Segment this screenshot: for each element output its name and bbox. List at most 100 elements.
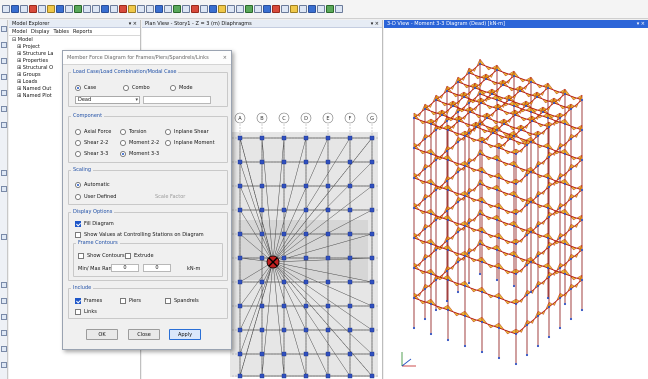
3d-view-icon[interactable] <box>119 5 127 13</box>
joint-node[interactable] <box>259 231 265 237</box>
joint-node[interactable] <box>303 255 309 261</box>
load-icon[interactable] <box>263 5 271 13</box>
draw-frame-icon[interactable] <box>1 42 7 48</box>
close-button[interactable]: Close <box>128 329 160 340</box>
pan-icon[interactable] <box>110 5 118 13</box>
joint-node[interactable] <box>347 135 353 141</box>
snap-point-icon[interactable] <box>1 234 7 240</box>
joint-node[interactable] <box>325 373 331 379</box>
range-min-input[interactable]: 0 <box>111 264 139 272</box>
tab-reports[interactable]: Reports <box>73 28 93 35</box>
joint-node[interactable] <box>237 351 243 357</box>
joint-node[interactable] <box>237 373 243 379</box>
dialog-close-icon[interactable]: × <box>222 54 227 61</box>
show-values-checkbox[interactable]: Show Values at Controlling Stations on D… <box>75 232 204 238</box>
joint-node[interactable] <box>237 159 243 165</box>
joint-node[interactable] <box>369 303 375 309</box>
joint-node[interactable] <box>281 159 287 165</box>
joint-node[interactable] <box>259 135 265 141</box>
3d-view-pane[interactable]: 3-D View - Moment 3-3 Diagram (Dead) [kN… <box>384 20 648 379</box>
force-icon[interactable] <box>299 5 307 13</box>
joint-node[interactable] <box>303 231 309 237</box>
select-tool-icon[interactable] <box>1 26 7 32</box>
joint-node[interactable] <box>281 135 287 141</box>
joint-node[interactable] <box>347 255 353 261</box>
joint-node[interactable] <box>237 135 243 141</box>
joint-node[interactable] <box>281 231 287 237</box>
design-icon[interactable] <box>281 5 289 13</box>
joint-node[interactable] <box>237 183 243 189</box>
link-icon[interactable] <box>236 5 244 13</box>
draw-slab-icon[interactable] <box>1 122 7 128</box>
diagram-icon[interactable] <box>200 5 208 13</box>
draw-column-icon[interactable] <box>1 74 7 80</box>
zoom-in-icon[interactable] <box>83 5 91 13</box>
joint-node[interactable] <box>303 135 309 141</box>
grid-icon[interactable] <box>173 5 181 13</box>
deformed-icon[interactable] <box>290 5 298 13</box>
draw-opening-icon[interactable] <box>1 170 7 176</box>
joint-node[interactable] <box>281 303 287 309</box>
links-checkbox[interactable]: Links <box>75 309 97 315</box>
joint-node[interactable] <box>281 279 287 285</box>
rotate-icon[interactable] <box>146 5 154 13</box>
joint-node[interactable] <box>303 183 309 189</box>
tab-tables[interactable]: Tables <box>53 28 69 35</box>
joint-node[interactable] <box>325 207 331 213</box>
run-icon[interactable] <box>65 5 73 13</box>
joint-node[interactable] <box>325 279 331 285</box>
joint-node[interactable] <box>347 231 353 237</box>
snap-intersection-icon[interactable] <box>1 314 7 320</box>
draw-link-icon[interactable] <box>1 186 7 192</box>
joint-node[interactable] <box>281 373 287 379</box>
joint-node[interactable] <box>347 159 353 165</box>
combo-radio[interactable] <box>123 85 129 91</box>
option-moment-2-2[interactable]: Moment 2-2 <box>120 140 159 146</box>
option-axial-force[interactable]: Axial Force <box>75 129 111 135</box>
3d-close-icon[interactable]: ▾ × <box>636 21 645 27</box>
joint-node[interactable] <box>259 207 265 213</box>
joint-node[interactable] <box>259 327 265 333</box>
snap-perpendicular-icon[interactable] <box>1 330 7 336</box>
tree-item-model[interactable]: ⊟ Model <box>12 37 33 43</box>
option-moment-3-3[interactable]: Moment 3-3 <box>120 151 159 157</box>
joint-node[interactable] <box>281 351 287 357</box>
plan-view-icon[interactable] <box>128 5 136 13</box>
option-inplane-shear[interactable]: Inplane Shear <box>165 129 209 135</box>
table-icon[interactable] <box>317 5 325 13</box>
joint-node[interactable] <box>303 303 309 309</box>
elevation-view-icon[interactable] <box>137 5 145 13</box>
show-contours-checkbox[interactable]: Show Contours <box>78 253 125 259</box>
joint-node[interactable] <box>325 183 331 189</box>
joint-node[interactable] <box>369 183 375 189</box>
ok-button[interactable]: OK <box>86 329 118 340</box>
plan-close-icon[interactable]: ▾ × <box>370 20 379 27</box>
joint-node[interactable] <box>369 207 375 213</box>
undo-icon[interactable] <box>29 5 37 13</box>
joint-node[interactable] <box>347 303 353 309</box>
save-icon[interactable] <box>20 5 28 13</box>
snap-midpoint-icon[interactable] <box>1 298 7 304</box>
joint-node[interactable] <box>303 351 309 357</box>
pane-close-icon[interactable]: ▾ × <box>128 20 137 27</box>
joint-node[interactable] <box>237 303 243 309</box>
plan-view-canvas[interactable]: A B C D E F G <box>142 30 383 379</box>
joint-node[interactable] <box>369 327 375 333</box>
mode-radio[interactable] <box>170 85 176 91</box>
joint-node[interactable] <box>347 327 353 333</box>
option-shear-3-3[interactable]: Shear 3-3 <box>75 151 108 157</box>
option-case[interactable]: Case <box>75 85 96 91</box>
tree-item-named-plots[interactable]: ⊞ Named Plot <box>17 93 52 99</box>
frame-icon[interactable] <box>218 5 226 13</box>
joint-node[interactable] <box>259 351 265 357</box>
joint-node[interactable] <box>347 183 353 189</box>
option-user-defined[interactable]: User Defined <box>75 194 116 200</box>
option-mode[interactable]: Mode <box>170 85 193 91</box>
joint-node[interactable] <box>325 327 331 333</box>
apply-button[interactable]: Apply <box>169 329 201 340</box>
option-shear-2-2[interactable]: Shear 2-2 <box>75 140 108 146</box>
joint-node[interactable] <box>237 231 243 237</box>
joint-node[interactable] <box>369 135 375 141</box>
joint-node[interactable] <box>237 255 243 261</box>
joint-node[interactable] <box>281 207 287 213</box>
